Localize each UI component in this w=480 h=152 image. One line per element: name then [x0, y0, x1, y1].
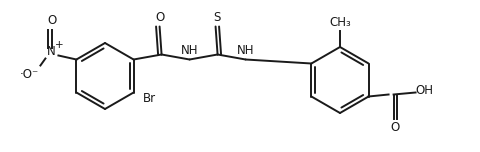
Text: ·O⁻: ·O⁻ — [20, 68, 39, 81]
Text: S: S — [213, 11, 220, 24]
Text: O: O — [155, 11, 164, 24]
Text: CH₃: CH₃ — [329, 16, 351, 29]
Text: NH: NH — [237, 44, 254, 57]
Text: O: O — [48, 14, 57, 27]
Text: O: O — [390, 121, 399, 134]
Text: +: + — [55, 40, 64, 50]
Text: OH: OH — [416, 84, 433, 97]
Text: NH: NH — [181, 44, 198, 57]
Text: Br: Br — [143, 92, 156, 105]
Text: N: N — [47, 45, 56, 58]
